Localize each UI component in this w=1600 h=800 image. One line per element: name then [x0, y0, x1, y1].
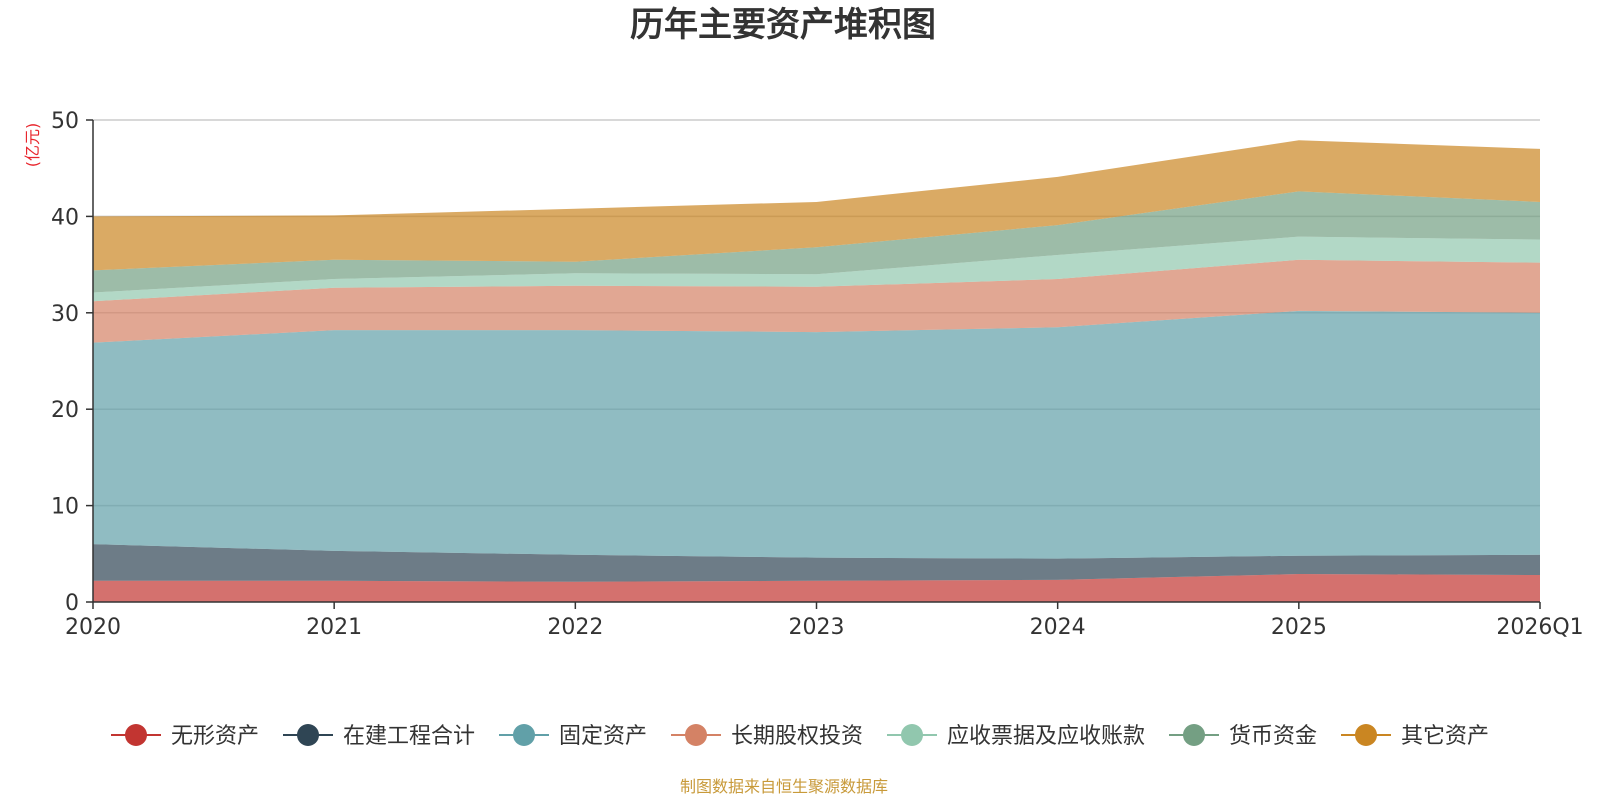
legend-item-5[interactable]: 货币资金 [1169, 724, 1317, 749]
y-tick-label-4: 40 [51, 205, 79, 230]
legend-label: 货币资金 [1229, 724, 1317, 749]
legend: 无形资产 在建工程合计 固定资产 长期股权投资 应收票据及应收账款 货币资金 其它资产 [111, 724, 1489, 749]
x-tick-label-1: 2021 [306, 615, 362, 640]
x-tick-label-2: 2022 [547, 615, 603, 640]
legend-circle-icon [513, 724, 535, 746]
axes: 0 10 20 30 40 50 2020 2021 2022 2023 2024 2025 2026Q… [51, 109, 1584, 640]
y-tick-label-1: 10 [51, 495, 79, 520]
area-series-2 [93, 310, 1540, 559]
x-tick-label-5: 2025 [1271, 615, 1327, 640]
chart-title: 历年主要资产堆积图 [630, 5, 936, 45]
legend-item-6[interactable]: 其它资产 [1341, 724, 1489, 749]
legend-item-3[interactable]: 长期股权投资 [671, 724, 863, 749]
y-tick-label-0: 0 [65, 591, 79, 616]
legend-label: 固定资产 [559, 724, 647, 749]
area-series-3 [93, 259, 1540, 343]
legend-label: 在建工程合计 [343, 724, 475, 749]
legend-circle-icon [901, 724, 923, 746]
legend-item-4[interactable]: 应收票据及应收账款 [887, 724, 1145, 749]
data-source-note: 制图数据来自恒生聚源数据库 [680, 777, 888, 796]
area-series-0 [93, 574, 1540, 602]
legend-item-0[interactable]: 无形资产 [111, 724, 259, 749]
x-tick-label-0: 2020 [65, 615, 121, 640]
area-series-group [93, 140, 1540, 602]
legend-label: 应收票据及应收账款 [947, 724, 1145, 749]
x-tick-label-3: 2023 [789, 615, 845, 640]
legend-item-1[interactable]: 在建工程合计 [283, 724, 475, 749]
area-series-1 [93, 544, 1540, 582]
y-axis-unit-label: (亿元) [23, 123, 42, 168]
legend-circle-icon [685, 724, 707, 746]
area-series-6 [93, 140, 1540, 271]
legend-label: 其它资产 [1401, 724, 1489, 749]
legend-circle-icon [125, 724, 147, 746]
y-tick-label-2: 20 [51, 398, 79, 423]
legend-circle-icon [1183, 724, 1205, 746]
legend-label: 长期股权投资 [731, 724, 863, 749]
legend-item-2[interactable]: 固定资产 [499, 724, 647, 749]
x-tick-label-4: 2024 [1030, 615, 1086, 640]
legend-circle-icon [1355, 724, 1377, 746]
y-tick-label-5: 50 [51, 109, 79, 134]
legend-label: 无形资产 [171, 724, 259, 749]
legend-circle-icon [297, 724, 319, 746]
y-tick-label-3: 30 [51, 302, 79, 327]
area-series-4 [93, 236, 1540, 302]
x-tick-label-6: 2026Q1 [1496, 615, 1583, 640]
area-series-5 [93, 191, 1540, 293]
